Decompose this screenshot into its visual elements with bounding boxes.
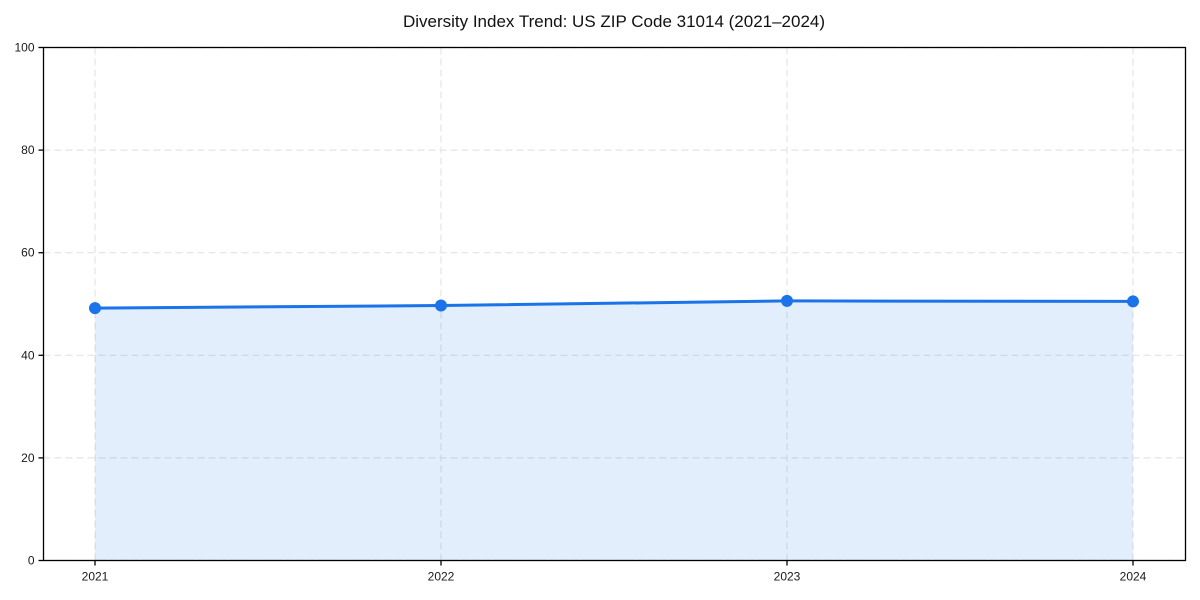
y-tick-label: 80 [21, 143, 35, 157]
data-point-2022 [435, 299, 447, 312]
x-tick-label: 2024 [1120, 570, 1147, 584]
y-tick-label: 40 [21, 348, 35, 362]
trend-line [93, 299, 1135, 310]
x-tick-label: 2022 [428, 570, 455, 584]
plot-border [42, 46, 1187, 562]
y-tick-label: 60 [21, 246, 35, 260]
chart-title: Diversity Index Trend: US ZIP Code 31014… [402, 12, 826, 31]
y-tick-label: 20 [21, 451, 35, 465]
x-tick-label: 2023 [774, 570, 801, 584]
y-tick-label: 0 [28, 554, 35, 568]
area-fill [95, 300, 1133, 561]
data-point-2024 [1127, 295, 1139, 308]
y-tick-label: 100 [14, 41, 34, 55]
x-tick-label: 2021 [82, 570, 109, 584]
data-point-2021 [89, 302, 101, 315]
data-point-2023 [781, 294, 793, 307]
